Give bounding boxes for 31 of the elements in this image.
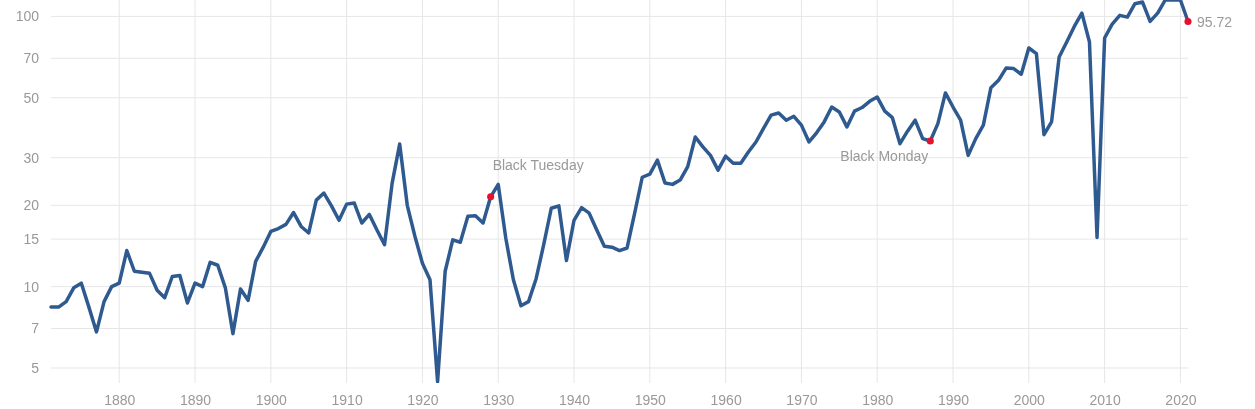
y-tick-label: 15 <box>23 231 40 248</box>
line-series <box>49 0 1190 383</box>
x-tick-label: 1890 <box>179 391 212 408</box>
y-tick-label: 100 <box>15 8 40 25</box>
y-tick-label: 5 <box>31 359 40 376</box>
x-tick-label: 1910 <box>331 391 363 408</box>
x-tick-label: 1920 <box>407 391 439 408</box>
y-tick-label: 30 <box>23 149 40 166</box>
x-tick-label: 1960 <box>710 391 742 408</box>
x-tick-label: 2020 <box>1165 391 1197 408</box>
x-tick-label: 1970 <box>786 391 818 408</box>
x-tick-label: 1990 <box>937 391 970 408</box>
x-tick-label: 1930 <box>483 391 515 408</box>
x-tick-label: 1900 <box>255 391 288 408</box>
point <box>487 193 495 201</box>
x-tick-label: 2000 <box>1013 391 1046 408</box>
y-tick-label: 70 <box>23 50 40 67</box>
annotation: 95.72 <box>1197 13 1233 30</box>
annotation: Black Tuesday <box>492 156 584 173</box>
x-tick-label: 1880 <box>104 391 136 408</box>
point <box>926 137 934 145</box>
y-tick-label: 50 <box>23 89 40 106</box>
y-tick-label: 20 <box>23 197 40 214</box>
y-tick-label: 7 <box>31 320 40 337</box>
y-tick-label: 10 <box>23 278 40 295</box>
x-tick-label: 2010 <box>1089 391 1121 408</box>
x-tick-label: 1950 <box>634 391 667 408</box>
point <box>1184 17 1192 26</box>
annotation: Black Monday <box>840 147 929 164</box>
x-tick-label: 1940 <box>558 391 591 408</box>
x-tick-label: 1980 <box>862 391 894 408</box>
